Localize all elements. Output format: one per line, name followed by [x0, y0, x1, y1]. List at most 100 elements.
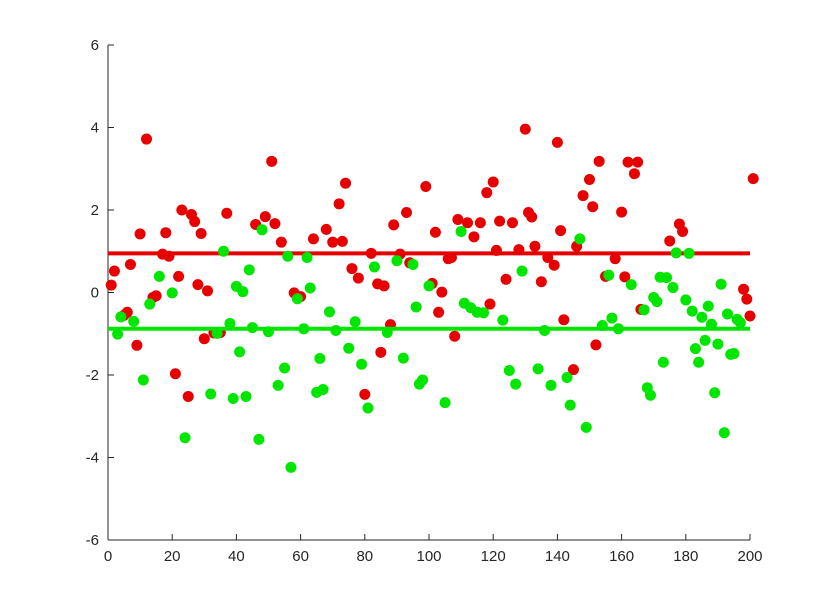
data-point: [596, 320, 608, 331]
data-point: [500, 273, 512, 285]
x-axis-ticks: 0 20 40 60 80 100 120 140 160 180 200: [104, 534, 763, 565]
data-point: [638, 304, 650, 316]
data-point: [539, 324, 551, 336]
data-point: [397, 352, 409, 364]
data-point: [356, 358, 368, 370]
data-point: [343, 342, 355, 354]
data-point: [622, 156, 634, 168]
data-point: [137, 374, 149, 386]
y-tick-label: -4: [86, 450, 99, 467]
data-point: [256, 224, 268, 236]
x-tick-label: 180: [673, 548, 698, 565]
data-point: [551, 136, 563, 148]
x-tick-label: 200: [737, 548, 762, 565]
data-point: [359, 388, 371, 400]
data-point: [542, 251, 554, 263]
data-point: [632, 156, 644, 168]
data-point: [327, 236, 339, 248]
data-point: [619, 271, 631, 283]
data-point: [150, 290, 162, 302]
data-point: [263, 326, 274, 338]
data-point: [462, 217, 474, 229]
data-point: [333, 198, 345, 210]
data-point: [141, 133, 153, 145]
data-point: [378, 280, 390, 292]
data-point: [179, 432, 191, 444]
data-point: [429, 226, 441, 238]
data-point: [741, 293, 753, 305]
data-point: [253, 433, 265, 445]
data-point: [307, 233, 319, 245]
data-point: [173, 270, 185, 282]
data-point: [657, 356, 669, 368]
data-point: [584, 173, 595, 185]
data-point: [699, 334, 711, 346]
y-tick-label: 0: [91, 285, 99, 302]
data-point: [340, 177, 352, 189]
data-point: [282, 250, 294, 262]
data-point: [445, 251, 457, 263]
data-point: [272, 379, 284, 391]
data-point: [506, 217, 518, 229]
data-point: [603, 269, 615, 281]
x-tick-label: 140: [545, 548, 570, 565]
data-point: [712, 338, 724, 350]
data-point: [401, 206, 413, 218]
data-point: [564, 399, 576, 411]
data-point: [169, 368, 181, 380]
data-point: [352, 272, 364, 284]
data-point: [160, 227, 172, 239]
data-point: [561, 371, 573, 383]
x-tick-label: 0: [104, 548, 112, 565]
data-point: [452, 213, 464, 225]
axes: 0 20 40 60 80 100 120 140 160 180 200 -6 -4 -2 0 2 4 6: [86, 37, 763, 565]
data-point: [722, 308, 734, 320]
data-point: [478, 307, 490, 319]
data-point: [227, 393, 239, 405]
data-point: [246, 322, 258, 334]
data-point: [744, 310, 756, 322]
data-point: [474, 217, 486, 229]
data-point: [336, 235, 348, 247]
data-point: [747, 173, 759, 185]
data-point: [285, 461, 297, 473]
data-point: [323, 306, 335, 318]
data-point: [195, 228, 207, 240]
data-point: [128, 315, 140, 327]
y-tick-label: 4: [91, 120, 99, 137]
data-point: [189, 216, 201, 228]
x-tick-label: 60: [292, 548, 309, 565]
data-point: [529, 240, 541, 252]
data-point: [738, 283, 750, 295]
data-point: [519, 123, 531, 135]
data-point: [715, 278, 727, 290]
data-point: [301, 251, 313, 263]
data-point: [555, 225, 567, 237]
data-point: [494, 215, 506, 227]
data-point: [449, 330, 461, 342]
series-2: [108, 224, 750, 473]
data-point: [266, 155, 278, 167]
y-tick-label: -6: [86, 532, 99, 549]
data-point: [651, 296, 663, 308]
data-point: [680, 294, 692, 306]
data-point: [580, 421, 592, 433]
data-point: [269, 218, 281, 230]
data-point: [153, 270, 165, 282]
data-point: [664, 235, 676, 247]
data-point: [490, 244, 502, 256]
data-point: [628, 168, 640, 180]
data-point: [545, 379, 557, 391]
data-point: [211, 327, 223, 339]
data-point: [535, 276, 547, 288]
data-point: [320, 223, 332, 235]
data-point: [468, 231, 480, 243]
data-point: [548, 259, 560, 271]
y-tick-label: -2: [86, 367, 99, 384]
data-point: [166, 287, 178, 299]
data-point: [644, 389, 656, 401]
data-point: [298, 323, 310, 335]
data-point: [243, 264, 255, 276]
data-point: [144, 298, 156, 310]
